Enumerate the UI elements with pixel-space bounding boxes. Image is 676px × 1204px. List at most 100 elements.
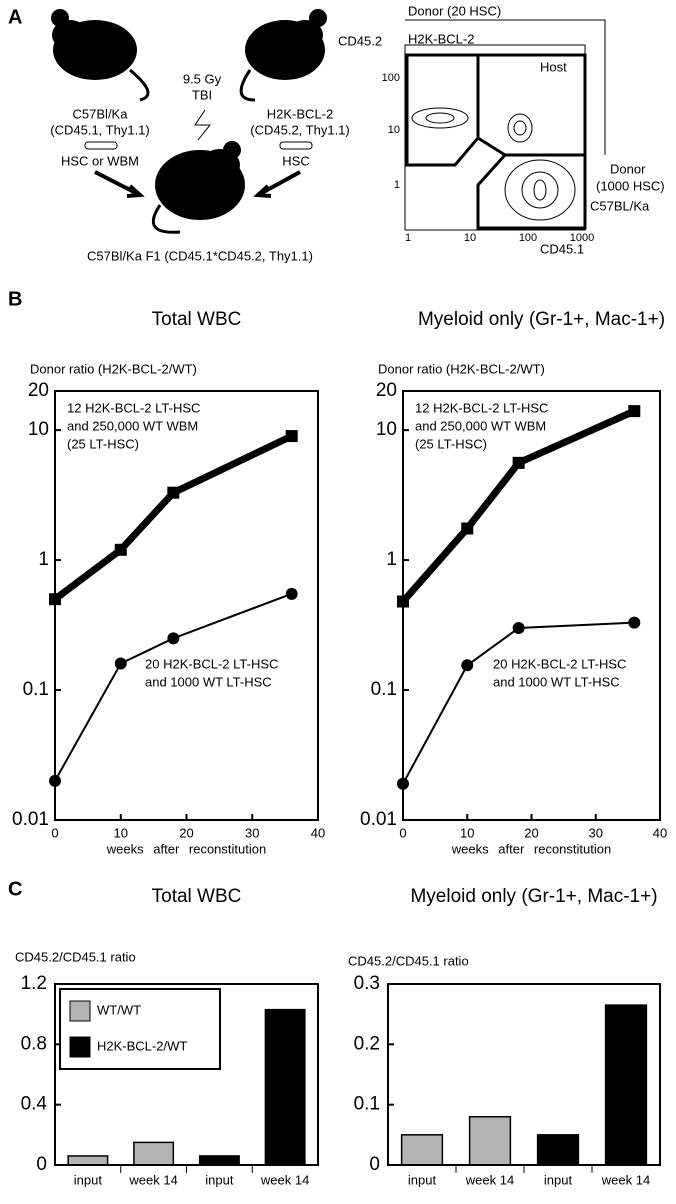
chart-title: Myeloid only (Gr-1+, Mac-1+)	[418, 309, 665, 330]
marker	[512, 456, 525, 469]
y-axis-label: Donor ratio (H2K-BCL-2/WT)	[30, 361, 197, 376]
annotation: and 250,000 WT WBM	[415, 418, 546, 433]
bar	[264, 1008, 306, 1166]
flow-gate-label: (1000 HSC)	[596, 178, 665, 193]
flow-axis-label: CD45.2	[338, 33, 382, 48]
marker	[114, 543, 127, 556]
series-line	[54, 592, 293, 782]
mouse-left	[51, 9, 150, 102]
x-tick-label: 30	[245, 825, 259, 840]
y-tick-label: 0	[369, 1154, 380, 1175]
panel-label: C	[8, 878, 22, 900]
marker	[628, 616, 641, 629]
annotation: 12 H2K-BCL-2 LT-HSC	[415, 400, 548, 415]
x-tick-label: 30	[589, 825, 603, 840]
x-axis-label: weeks after reconstitution	[106, 841, 266, 856]
y-tick-label: 0.8	[21, 1033, 47, 1054]
marker	[285, 587, 298, 600]
y-tick-label: 0.3	[354, 973, 380, 994]
y-tick-label: 0	[36, 1154, 47, 1175]
x-tick-label: week 14	[128, 1172, 177, 1187]
annotation: (25 LT-HSC)	[67, 436, 139, 451]
marker	[167, 632, 180, 645]
flow-tick: 10	[388, 124, 400, 136]
y-axis-label: CD45.2/CD45.1 ratio	[15, 949, 136, 964]
marker	[114, 657, 127, 670]
plot-frame	[387, 983, 661, 1166]
chart-title: Total WBC	[152, 886, 242, 907]
legend-swatch	[69, 1036, 91, 1058]
legend-label: WT/WT	[97, 1002, 141, 1017]
annotation: 20 H2K-BCL-2 LT-HSC	[493, 656, 626, 671]
bar	[400, 1134, 444, 1166]
panel-label: A	[8, 6, 22, 28]
series-line	[52, 432, 294, 603]
marker	[461, 522, 474, 535]
y-tick-label: 10	[376, 419, 397, 440]
marker	[512, 622, 525, 635]
bar	[133, 1141, 175, 1166]
mouse-recipient	[151, 141, 245, 234]
flow-plot	[404, 19, 606, 231]
x-tick-label: 10	[114, 825, 128, 840]
y-tick-label: 0.01	[360, 809, 397, 830]
legend-swatch	[69, 1000, 91, 1022]
marker	[461, 659, 474, 672]
x-tick-label: 0	[51, 825, 58, 840]
x-tick-label: 0	[399, 825, 406, 840]
flow-axis-label: CD45.1	[540, 241, 584, 256]
annotation: 12 H2K-BCL-2 LT-HSC	[67, 400, 200, 415]
x-axis-label: weeks after reconstitution	[451, 841, 611, 856]
recipient-label: C57Bl/Ka F1 (CD45.1*CD45.2, Thy1.1)	[87, 248, 313, 263]
plot-frame	[402, 390, 661, 821]
x-tick-label: week 14	[465, 1172, 514, 1187]
y-tick-label: 1	[386, 549, 397, 570]
arrow	[94, 170, 145, 198]
arrow	[253, 170, 301, 198]
panel-label: B	[8, 288, 22, 310]
plot-frame	[54, 390, 319, 821]
bone-icon	[279, 141, 313, 150]
flow-tick: 100	[382, 72, 400, 84]
chart-title: Myeloid only (Gr-1+, Mac-1+)	[410, 886, 657, 907]
y-tick-label: 1.2	[21, 973, 47, 994]
y-tick-label: 0.1	[23, 679, 49, 700]
y-tick-label: 10	[28, 419, 49, 440]
donor-label: (CD45.2, Thy1.1)	[250, 122, 349, 137]
flow-gate-label: Host	[540, 59, 567, 74]
donor-label: C57Bl/Ka	[73, 106, 129, 121]
cells-label: HSC	[282, 153, 309, 168]
bar	[198, 1155, 240, 1166]
flow-gate-label: C57BL/Ka	[590, 198, 650, 213]
x-tick-label: 10	[460, 825, 474, 840]
y-tick-label: 20	[28, 380, 49, 401]
plot-frame	[54, 983, 319, 1166]
x-tick-label: 40	[653, 825, 667, 840]
bar	[604, 1004, 648, 1166]
chart-title: Total WBC	[152, 309, 242, 330]
annotation: and 1000 WT LT-HSC	[145, 674, 272, 689]
y-tick-label: 1	[38, 549, 49, 570]
marker	[285, 430, 298, 443]
donor-label: (CD45.1, Thy1.1)	[50, 122, 149, 137]
x-tick-label: input	[205, 1172, 234, 1187]
mouse-right	[239, 9, 327, 102]
y-tick-label: 0.01	[12, 809, 49, 830]
y-tick-label: 20	[376, 380, 397, 401]
radiation-symbol	[194, 109, 212, 141]
y-tick-label: 0.1	[354, 1094, 380, 1115]
x-tick-label: 40	[311, 825, 325, 840]
flow-tick: 10	[464, 232, 476, 244]
series-line	[400, 407, 636, 604]
donor-label: H2K-BCL-2	[267, 106, 333, 121]
x-tick-label: week 14	[601, 1172, 650, 1187]
annotation: and 250,000 WT WBM	[67, 418, 198, 433]
flow-gate-label: Donor	[610, 161, 646, 176]
flow-tick: 1	[394, 179, 400, 191]
x-tick-label: week 14	[260, 1172, 309, 1187]
bar	[468, 1115, 512, 1166]
y-tick-label: 0.2	[354, 1033, 380, 1054]
x-tick-label: input	[408, 1172, 437, 1187]
x-tick-label: 20	[179, 825, 193, 840]
marker	[167, 486, 180, 499]
